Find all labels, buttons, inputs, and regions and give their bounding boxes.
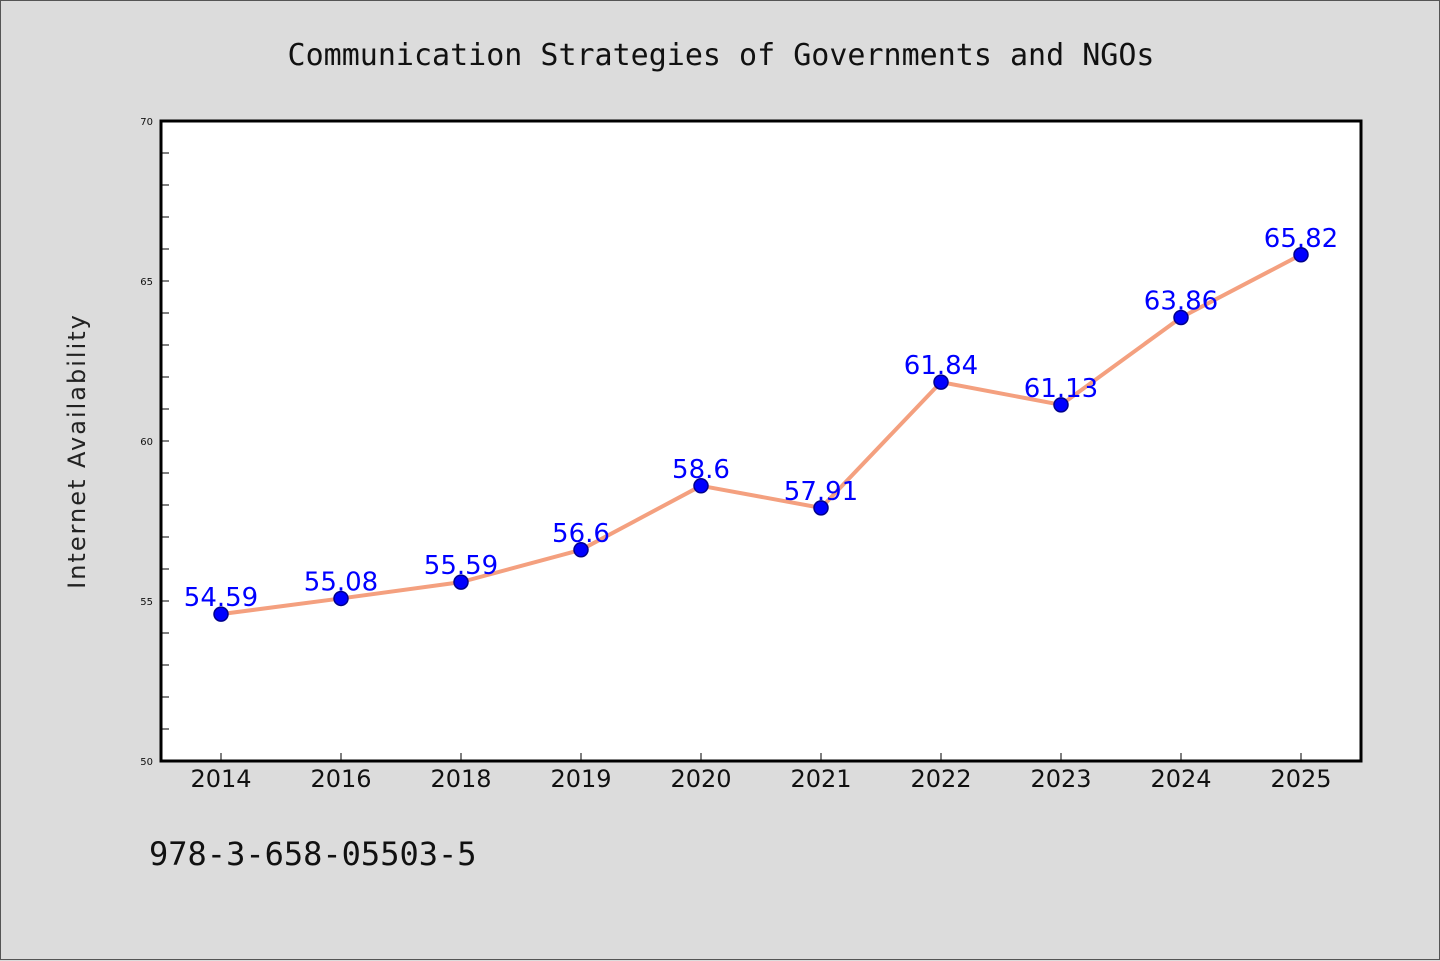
- x-tick-label: 2016: [310, 765, 371, 793]
- data-point: [1053, 397, 1069, 413]
- data-label: 55.59: [424, 551, 498, 581]
- x-tick-label: 2025: [1270, 765, 1331, 793]
- data-label: 55.08: [304, 567, 378, 597]
- data-point: [813, 500, 829, 516]
- x-axis-ticks: 2014 2016 2018 2019 2020 2021 2022 2023 2024 2025: [190, 753, 1332, 793]
- data-label: 61.13: [1024, 374, 1098, 404]
- data-point: [933, 374, 949, 390]
- y-axis-label: Internet Availability: [63, 313, 91, 589]
- y-tick-label: 60: [140, 437, 153, 448]
- data-point: [453, 574, 469, 590]
- x-tick-label: 2019: [550, 765, 611, 793]
- y-tick-label: 55: [140, 597, 153, 608]
- x-tick-label: 2014: [190, 765, 251, 793]
- x-tick-label: 2021: [790, 765, 851, 793]
- isbn-footer: 978-3-658-05503-5: [149, 835, 477, 873]
- series-line: [220, 252, 1302, 617]
- x-tick-label: 2022: [910, 765, 971, 793]
- data-point: [693, 478, 709, 494]
- x-tick-label: 2018: [430, 765, 491, 793]
- plot-area: [159, 119, 1363, 763]
- y-tick-label: 50: [140, 757, 153, 768]
- data-label: 57.91: [784, 477, 858, 507]
- series-line-group: [220, 252, 1302, 617]
- data-label: 65.82: [1264, 224, 1338, 254]
- data-label: 61.84: [904, 351, 978, 381]
- data-label: 56.6: [552, 519, 610, 549]
- data-point: [1293, 247, 1309, 263]
- data-point: [1173, 309, 1189, 326]
- data-markers: [213, 247, 1309, 622]
- data-labels: 54.59 55.08 55.59 56.6 58.6 57.91 61.84 61.13 63…: [184, 224, 1338, 613]
- data-point: [333, 590, 349, 607]
- x-tick-label: 2024: [1150, 765, 1211, 793]
- data-label: 54.59: [184, 583, 258, 613]
- data-label: 63.86: [1144, 286, 1218, 316]
- data-point: [213, 606, 229, 622]
- data-label: 58.6: [672, 455, 730, 485]
- y-tick-label: 65: [140, 277, 153, 288]
- x-tick-label: 2023: [1030, 765, 1091, 793]
- x-tick-label: 2020: [670, 765, 731, 793]
- y-axis-ticks: 50 55 60 65 70: [140, 117, 169, 768]
- y-tick-label: 70: [140, 117, 153, 128]
- data-point: [573, 542, 589, 558]
- chart-title: Communication Strategies of Governments …: [288, 38, 1155, 73]
